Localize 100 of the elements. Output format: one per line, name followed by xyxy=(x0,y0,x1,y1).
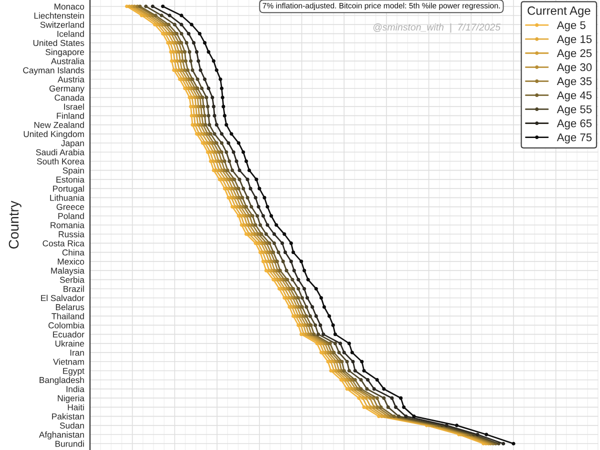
point xyxy=(316,332,320,336)
point xyxy=(228,159,232,164)
y-tick-label: Iceland xyxy=(57,30,84,37)
point xyxy=(364,396,368,400)
y-tick-label: New Zealand xyxy=(34,122,84,128)
y-tick-label: Vietnam xyxy=(53,358,84,365)
point xyxy=(180,41,184,45)
point xyxy=(300,296,304,300)
point xyxy=(396,414,401,418)
y-tick-label: Japan xyxy=(61,140,84,148)
point xyxy=(138,4,142,8)
point xyxy=(184,41,188,45)
point xyxy=(272,232,276,236)
point xyxy=(310,305,314,309)
y-tick-label: Afghanistan xyxy=(38,431,84,440)
point xyxy=(399,396,403,400)
point xyxy=(184,59,188,63)
point xyxy=(150,4,154,8)
y-tick-label: Thailand xyxy=(52,312,84,320)
point xyxy=(282,232,286,236)
point xyxy=(318,323,322,328)
point xyxy=(194,50,199,54)
point xyxy=(192,41,196,45)
point xyxy=(347,342,351,346)
point xyxy=(360,360,364,364)
point xyxy=(180,14,184,18)
point xyxy=(342,350,346,354)
legend-label: Age 35 xyxy=(556,77,592,88)
point xyxy=(248,214,252,218)
y-tick-label: Canada xyxy=(54,94,84,101)
y-tick-label: Estonia xyxy=(56,176,84,183)
y-tick-label: Pakistan xyxy=(52,413,84,420)
point xyxy=(270,260,274,264)
point xyxy=(216,150,221,154)
point xyxy=(188,59,193,63)
point xyxy=(313,323,318,328)
point xyxy=(326,360,330,364)
point xyxy=(144,4,148,8)
point xyxy=(206,86,210,90)
point xyxy=(350,350,354,354)
y-tick-label: Monaco xyxy=(54,4,84,10)
point xyxy=(372,387,376,391)
point xyxy=(220,141,224,145)
point xyxy=(248,186,252,190)
point xyxy=(300,260,304,264)
point xyxy=(333,332,338,336)
y-tick-label: Australia xyxy=(50,58,84,64)
point xyxy=(300,305,304,309)
point xyxy=(379,405,383,409)
point xyxy=(190,22,194,26)
point xyxy=(200,86,204,90)
point xyxy=(224,150,228,154)
point xyxy=(290,278,294,282)
point xyxy=(362,405,366,409)
point xyxy=(214,150,218,154)
point xyxy=(289,241,293,246)
y-tick-label: Ukraine xyxy=(55,340,84,347)
point xyxy=(266,204,270,209)
point xyxy=(302,268,306,272)
point xyxy=(222,114,226,118)
point xyxy=(202,41,207,45)
point xyxy=(238,178,242,182)
point xyxy=(512,442,516,446)
point xyxy=(230,168,234,172)
legend-label: Age 55 xyxy=(556,105,592,116)
point xyxy=(232,178,236,182)
point xyxy=(250,214,254,218)
y-tick-label: Singapore xyxy=(46,48,84,57)
point xyxy=(226,141,230,145)
point xyxy=(247,232,252,236)
point xyxy=(306,278,310,282)
y-tick-label: South Korea xyxy=(36,158,84,164)
point xyxy=(183,50,187,54)
point xyxy=(250,204,254,209)
point xyxy=(305,296,310,300)
point xyxy=(214,141,218,145)
point xyxy=(186,32,190,36)
point xyxy=(366,378,370,382)
point xyxy=(366,405,370,409)
point xyxy=(264,268,268,272)
point xyxy=(225,186,230,190)
point xyxy=(280,241,284,246)
y-tick-label: Finland xyxy=(56,112,84,119)
y-tick-label: United States xyxy=(33,40,84,46)
point xyxy=(244,214,248,218)
point xyxy=(392,414,396,418)
point xyxy=(190,96,194,100)
point xyxy=(314,286,318,291)
y-axis-title: Country xyxy=(8,200,22,249)
point xyxy=(340,360,344,364)
y-tick-label: Germany xyxy=(49,85,84,94)
point xyxy=(283,286,287,291)
y-tick-label: Belarus xyxy=(56,304,84,310)
point xyxy=(262,196,266,200)
point xyxy=(328,342,332,346)
point xyxy=(332,350,336,354)
point xyxy=(180,68,184,72)
point xyxy=(250,232,254,236)
legend-label: Age 30 xyxy=(556,63,592,74)
point xyxy=(264,241,268,246)
